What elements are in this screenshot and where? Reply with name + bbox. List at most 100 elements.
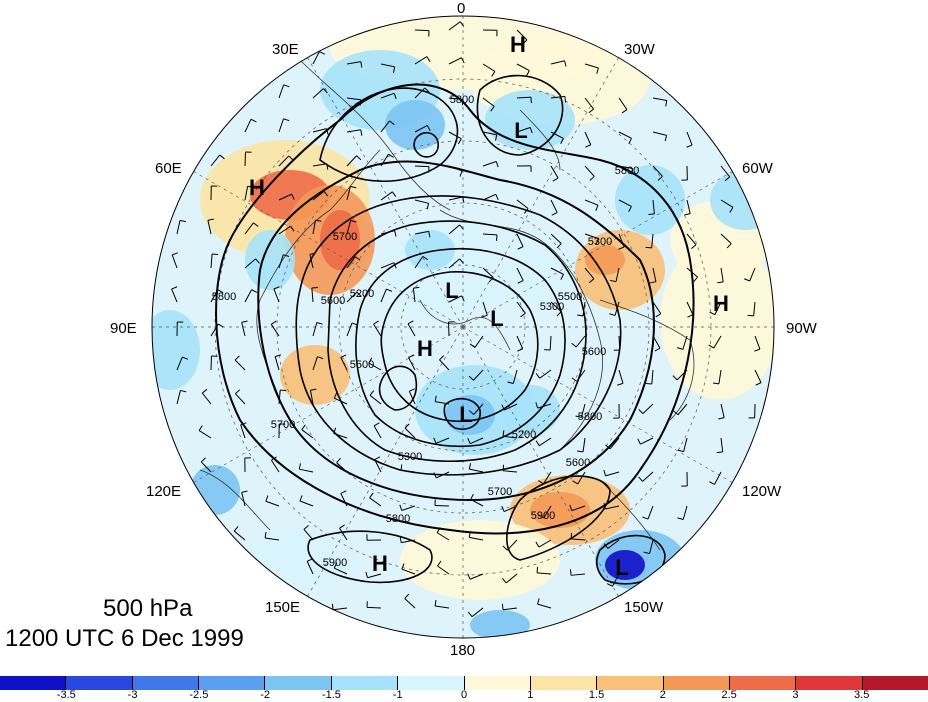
wind-barb (467, 573, 484, 580)
high-pressure-center: H (249, 175, 265, 200)
wind-barb (535, 539, 552, 548)
wind-barb (652, 97, 668, 107)
coastline (519, 109, 561, 171)
colorbar (0, 676, 928, 690)
contour-label: 5700 (488, 486, 512, 498)
wind-barb (373, 422, 382, 439)
latitude-circle (214, 78, 712, 576)
colorbar-tick-label: 2.5 (721, 689, 737, 701)
wind-barb (577, 437, 586, 453)
wind-barb (346, 129, 363, 136)
wind-barb (380, 92, 397, 100)
wind-barb (312, 356, 324, 371)
contour-label: 5500 (558, 291, 582, 303)
wind-barb (448, 321, 455, 337)
wind-barb (686, 301, 694, 318)
low-pressure-center: L (490, 306, 503, 331)
wind-barb (273, 286, 280, 303)
wind-barb (482, 131, 498, 141)
wind-barb (298, 463, 314, 473)
wind-barb (235, 389, 246, 405)
wind-barb (434, 499, 450, 507)
wind-barb (709, 301, 722, 316)
wind-barb (312, 190, 329, 201)
height-contours (215, 74, 695, 585)
height-contour (215, 83, 695, 535)
wind-barb (717, 267, 724, 284)
coastline (419, 299, 511, 351)
wind-barb (278, 193, 295, 201)
wind-barb (535, 437, 552, 447)
colorbar-tick-label: 0 (460, 689, 468, 701)
wind-barb (278, 118, 290, 133)
wind-barb (677, 437, 688, 453)
wind-barb (380, 191, 397, 201)
wind-barb (176, 389, 187, 405)
high-pressure-center: H (713, 291, 729, 316)
colorbar-swatch (862, 676, 928, 690)
anomaly-region (245, 230, 295, 290)
wind-barb (412, 286, 420, 303)
contour-label: 5900 (531, 510, 555, 522)
anomaly-region (400, 520, 560, 600)
low-pressure-center: L (615, 555, 628, 580)
contour-label: 5700 (333, 231, 357, 243)
wind-barb (265, 495, 280, 507)
wind-barb (346, 291, 362, 303)
wind-barb (274, 354, 282, 371)
wind-barb (241, 320, 248, 337)
meridian-line (462, 326, 733, 483)
pressure-centers: H L H L L H L H H L (249, 32, 729, 580)
wind-barb (404, 593, 416, 609)
anomaly-region (320, 210, 360, 270)
wind-barb (210, 154, 225, 167)
wind-barb (333, 562, 348, 575)
wind-barb (584, 199, 599, 211)
meridian-line (307, 57, 464, 328)
wind-barb (708, 335, 722, 349)
wind-barb (681, 471, 688, 487)
wind-barb (312, 88, 328, 99)
high-pressure-center: H (372, 551, 388, 576)
wind-barb (303, 525, 314, 541)
wind-barb (686, 131, 693, 148)
wind-barb (676, 335, 688, 350)
height-contour (307, 530, 433, 584)
wind-barb (638, 403, 654, 415)
wind-barb (501, 573, 518, 584)
contour-label: 5300 (398, 451, 422, 463)
wind-barb (346, 256, 361, 269)
coastlines (199, 59, 695, 551)
wind-barb (346, 219, 357, 235)
wind-barb (584, 165, 595, 181)
wind-barb (244, 222, 259, 235)
lon-label-120w: 120W (742, 483, 782, 500)
wind-barb (340, 354, 348, 371)
wind-barb (613, 403, 620, 419)
wind-barb (618, 131, 632, 144)
valid-time-caption: 1200 UTC 6 Dec 1999 (5, 625, 244, 652)
colorbar-tick-label: -2.5 (189, 689, 209, 701)
wind-barb (264, 532, 280, 541)
wind-barb (201, 388, 212, 405)
latitude-circle (276, 140, 650, 514)
anomaly-region (615, 165, 685, 235)
colorbar-swatch (398, 676, 465, 690)
colorbar-swatch (265, 676, 332, 690)
wind-barb (652, 301, 662, 318)
wind-barb (584, 267, 595, 284)
wind-barb (366, 534, 382, 541)
wind-barb (408, 388, 416, 405)
wind-barb (482, 63, 496, 77)
wind-barb (448, 224, 464, 235)
meridian-line (307, 326, 464, 597)
wind-barb (244, 118, 257, 133)
colorbar-swatch (597, 676, 664, 690)
wind-barb (380, 120, 395, 133)
anomaly-region (405, 230, 455, 270)
low-pressure-center: L (459, 402, 472, 427)
wind-barb (482, 97, 495, 112)
wind-barb (346, 155, 362, 167)
wind-barb (645, 233, 654, 249)
meridian-line (462, 326, 619, 597)
